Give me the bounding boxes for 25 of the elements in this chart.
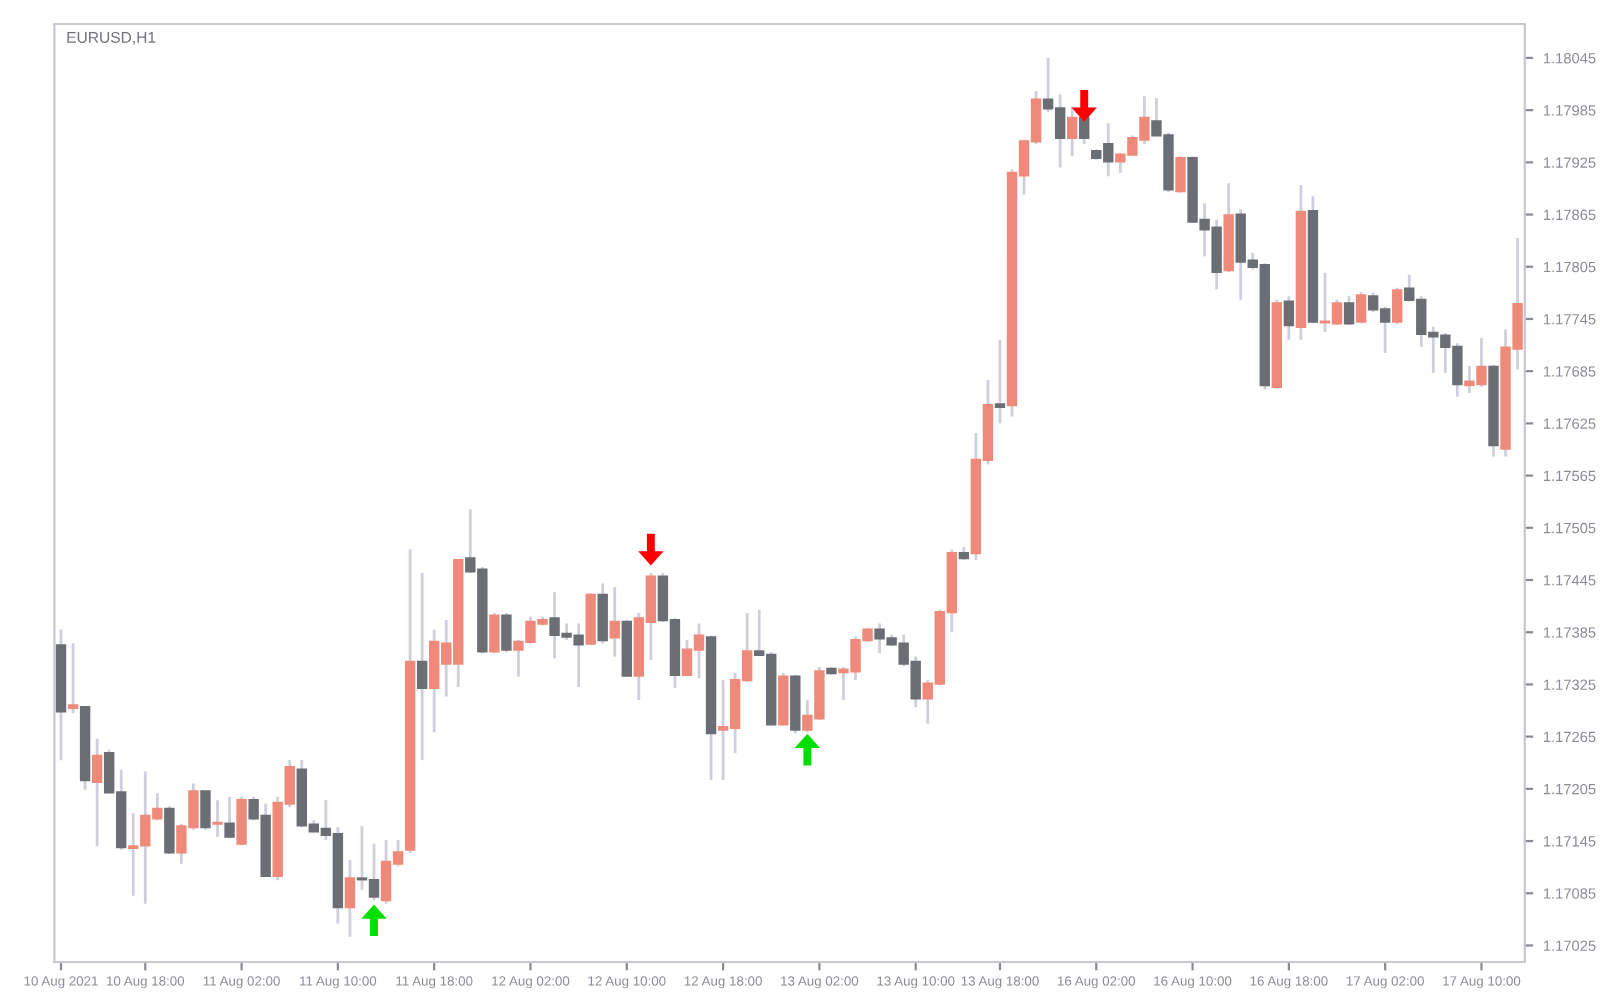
candlestick	[344, 858, 356, 939]
point	[638, 533, 664, 566]
candlestick	[778, 671, 789, 727]
candlestick	[91, 736, 103, 848]
point	[361, 904, 387, 937]
candlestick	[236, 795, 247, 847]
candlestick	[164, 804, 175, 856]
candlestick	[212, 798, 223, 839]
candlestick	[416, 571, 428, 762]
candlestick	[1343, 294, 1355, 327]
candlestick	[994, 338, 1006, 425]
candlestick	[200, 790, 211, 832]
candlestick	[67, 642, 79, 715]
candlestick	[1355, 290, 1367, 325]
candlestick	[597, 582, 608, 645]
candlestick	[609, 585, 620, 658]
candlestick	[1175, 154, 1186, 195]
point	[794, 733, 821, 766]
candlestick	[489, 611, 500, 655]
candlestick	[1392, 286, 1403, 326]
point	[1071, 89, 1097, 122]
candlestick	[1066, 105, 1078, 158]
candlestick	[224, 795, 235, 840]
candlestick	[501, 611, 512, 654]
candlestick	[1283, 294, 1295, 342]
